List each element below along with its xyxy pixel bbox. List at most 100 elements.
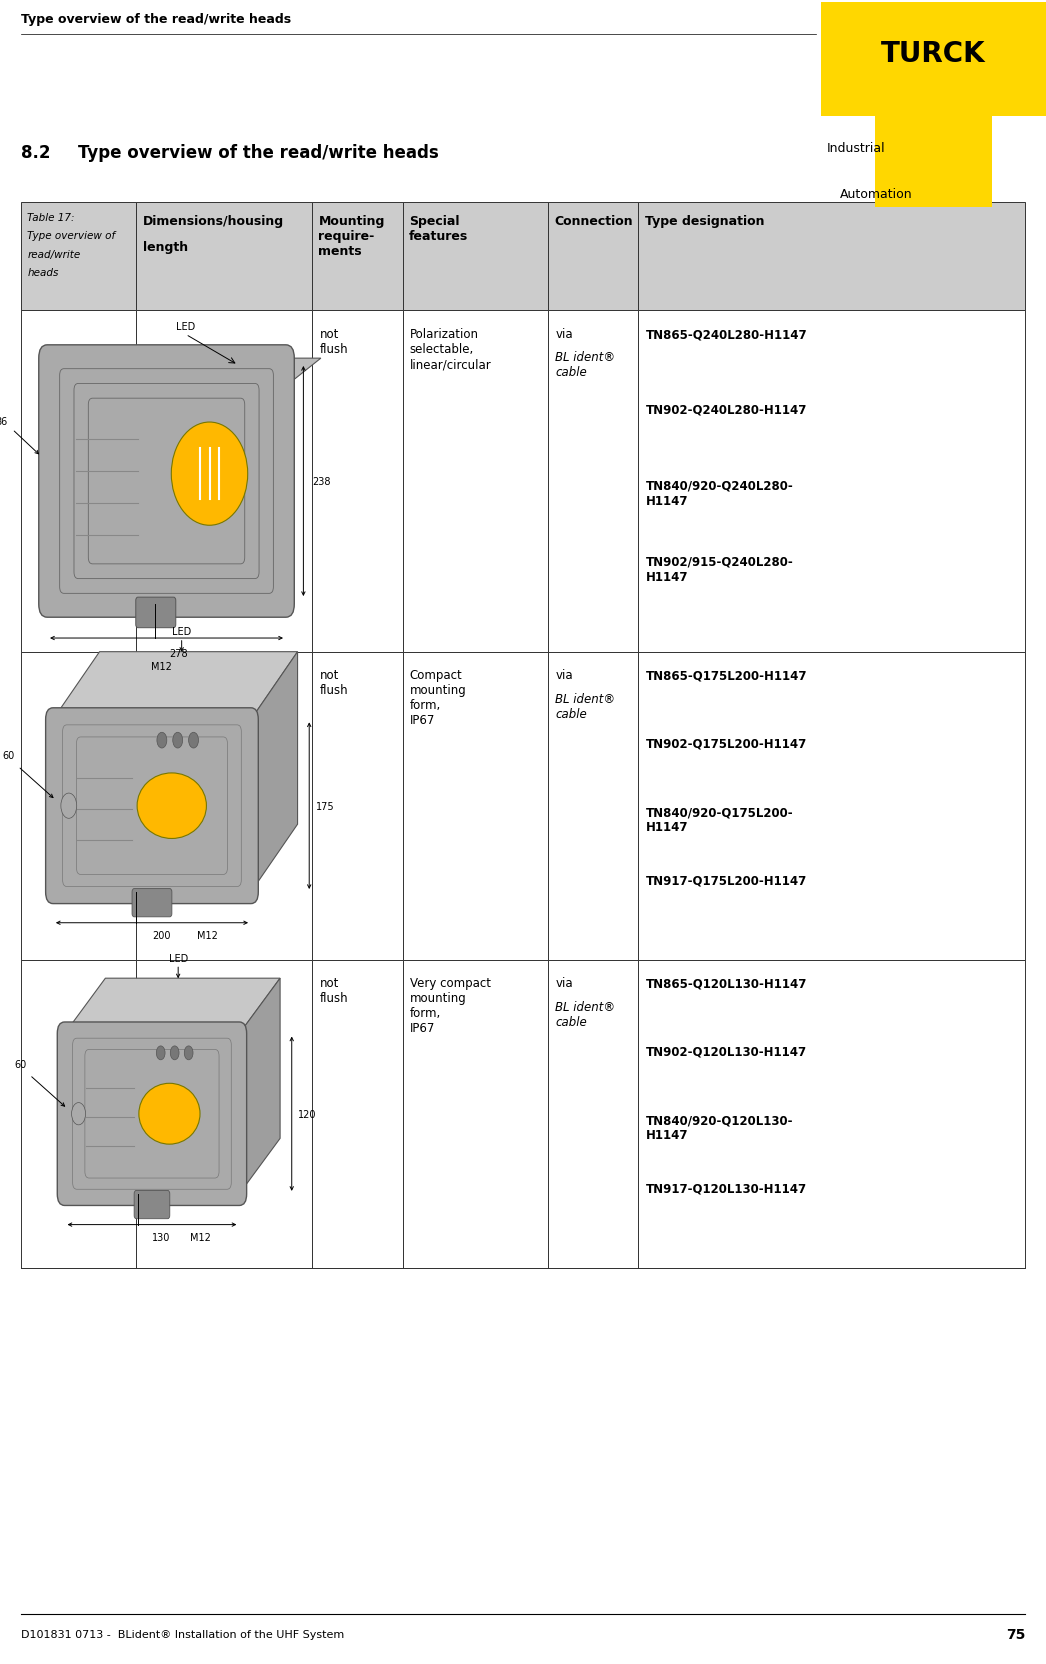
Polygon shape [65,978,280,1033]
Circle shape [184,1047,194,1060]
Polygon shape [47,359,321,386]
FancyBboxPatch shape [136,597,176,629]
Circle shape [188,732,199,749]
Text: Very compact
mounting
form,
IP67: Very compact mounting form, IP67 [410,977,491,1035]
Text: TN865-Q175L200-H1147: TN865-Q175L200-H1147 [645,669,808,682]
Text: 60: 60 [3,750,15,760]
Text: Type overview of the read/write heads: Type overview of the read/write heads [21,13,291,27]
Text: Type overview of the read/write heads: Type overview of the read/write heads [78,145,439,161]
Text: via: via [555,977,573,990]
Text: TURCK: TURCK [881,40,986,68]
Bar [21,652,136,960]
FancyBboxPatch shape [39,346,294,617]
Text: LED: LED [168,953,188,963]
Text: via: via [555,669,573,682]
Text: BL ident®
cable: BL ident® cable [555,1000,615,1028]
Text: Compact
mounting
form,
IP67: Compact mounting form, IP67 [410,669,467,727]
Text: D101831 0713 -  BLident® Installation of the UHF System: D101831 0713 - BLident® Installation of … [21,1629,344,1639]
Text: TN840/920-Q240L280-
H1147: TN840/920-Q240L280- H1147 [645,479,794,508]
Bar [876,116,992,208]
Text: M12: M12 [197,930,218,940]
Text: Dimensions/housing: Dimensions/housing [142,215,283,228]
Bar [403,960,548,1268]
Bar [638,311,1025,652]
Text: not
flush: not flush [319,328,348,356]
Text: TN865-Q240L280-H1147: TN865-Q240L280-H1147 [645,328,808,341]
Text: 120: 120 [298,1108,317,1120]
Text: 130: 130 [152,1233,169,1243]
Bar [821,3,1046,116]
Bar [21,203,136,311]
Text: BL ident®
cable: BL ident® cable [555,692,615,721]
Text: TN902-Q120L130-H1147: TN902-Q120L130-H1147 [645,1045,806,1058]
Polygon shape [240,978,280,1195]
Bar [312,311,403,652]
Text: Mounting
require-
ments: Mounting require- ments [318,215,385,258]
Text: Connection: Connection [554,215,633,228]
Text: TN902/915-Q240L280-
H1147: TN902/915-Q240L280- H1147 [645,556,794,582]
Text: LED: LED [176,321,196,331]
Circle shape [71,1103,86,1125]
Text: 175: 175 [316,800,334,812]
Text: 60: 60 [15,1058,27,1068]
Bar [136,652,312,960]
Bar [21,311,136,652]
Text: via: via [555,328,573,341]
Bar [136,203,312,311]
Text: Polarization
selectable,
linear/circular: Polarization selectable, linear/circular [410,328,492,371]
Ellipse shape [139,1083,200,1145]
Circle shape [170,1047,179,1060]
Text: not
flush: not flush [319,669,348,697]
FancyBboxPatch shape [46,709,258,904]
Text: LED: LED [172,627,191,637]
Text: Type designation: Type designation [644,215,765,228]
Bar [548,203,638,311]
FancyBboxPatch shape [134,1191,169,1220]
Polygon shape [53,652,297,721]
Text: TN902-Q175L200-H1147: TN902-Q175L200-H1147 [645,737,808,750]
Bar [638,203,1025,311]
Text: 200: 200 [153,930,172,940]
Circle shape [173,732,183,749]
Circle shape [157,732,166,749]
Bar [136,960,312,1268]
Text: TN865-Q120L130-H1147: TN865-Q120L130-H1147 [645,977,808,990]
Ellipse shape [172,423,248,526]
Bar [312,960,403,1268]
Text: 278: 278 [169,649,188,659]
Bar [312,652,403,960]
Bar [638,652,1025,960]
Text: TN840/920-Q120L130-
H1147: TN840/920-Q120L130- H1147 [645,1113,793,1142]
Bar [403,311,548,652]
Text: heads: heads [27,268,59,278]
Text: not
flush: not flush [319,977,348,1005]
Text: Table 17:: Table 17: [27,213,74,223]
Ellipse shape [137,774,206,839]
Bar [548,960,638,1268]
Text: 238: 238 [312,476,331,488]
Bar [548,652,638,960]
Bar [21,960,136,1268]
Circle shape [156,1047,165,1060]
FancyBboxPatch shape [132,889,172,917]
Bar [638,960,1025,1268]
FancyBboxPatch shape [58,1022,247,1206]
Text: BL ident®
cable: BL ident® cable [555,351,615,379]
Bar [312,203,403,311]
Text: TN840/920-Q175L200-
H1147: TN840/920-Q175L200- H1147 [645,805,794,834]
Bar [136,311,312,652]
Text: Industrial: Industrial [826,141,885,155]
Polygon shape [251,652,297,892]
Text: 8.2: 8.2 [21,145,50,161]
Circle shape [61,794,76,819]
Text: 75: 75 [1005,1627,1025,1641]
Bar [548,311,638,652]
Text: length: length [142,241,188,255]
Text: Type overview of: Type overview of [27,231,115,241]
Text: Special
features: Special features [409,215,468,243]
Text: M12: M12 [190,1233,211,1243]
Text: read/write: read/write [27,250,81,260]
Text: M12: M12 [152,662,173,672]
Text: 86: 86 [0,416,8,426]
Bar [403,203,548,311]
